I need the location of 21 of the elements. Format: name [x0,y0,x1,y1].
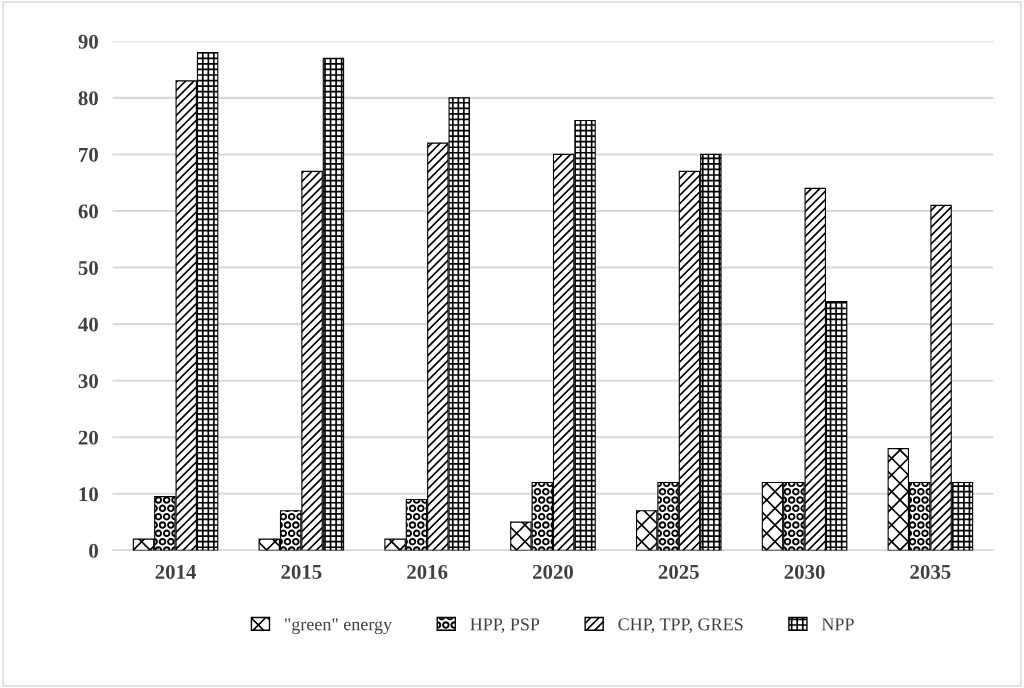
y-tick-label: 20 [78,430,98,445]
x-tick-label: 2025 [658,564,699,579]
y-tick-label: 60 [78,204,98,219]
y-tick-label: 30 [78,374,98,389]
legend-label: NPP [821,618,854,631]
legend-label: "green" energy [285,618,393,635]
x-tick-label: 2016 [407,564,448,579]
y-tick-label: 70 [79,147,98,162]
y-tick-label: 10 [79,487,98,502]
y-tick-label: 0 [89,543,98,558]
x-tick-label: 2015 [281,564,322,579]
x-tick-label: 2020 [533,564,573,579]
y-tick-label: 40 [78,317,98,332]
legend-label: CHP, TPP, GRES [618,618,743,633]
legend-label: HPP, PSP [470,618,540,633]
y-tick-label: 90 [78,34,98,49]
y-tick-label: 50 [78,260,98,275]
x-tick-label: 2014 [155,564,196,579]
x-tick-label: 2030 [784,564,825,579]
x-tick-label: 2035 [910,564,951,579]
y-tick-label: 80 [78,91,98,106]
